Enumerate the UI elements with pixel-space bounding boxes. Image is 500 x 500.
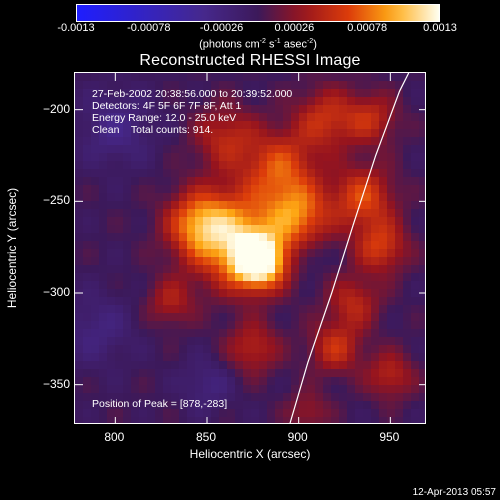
x-axis-label: Heliocentric X (arcsec)	[189, 447, 311, 461]
y-tick-label: −250	[42, 193, 70, 208]
solar-limb-line	[289, 73, 410, 423]
colorbar-tick-label: 0.00078	[347, 22, 388, 34]
x-tick-label: 800	[104, 430, 125, 444]
x-tick-label: 900	[287, 430, 308, 444]
info-total-counts: Clean Total counts: 914.	[92, 124, 214, 136]
colorbar-tick-label: 0.00026	[274, 22, 315, 34]
colorbar-tick-label: -0.00026	[199, 22, 244, 34]
y-tick-label: −350	[42, 376, 70, 391]
info-detectors: Detectors: 4F 5F 6F 7F 8F, Att 1	[92, 100, 242, 112]
colorbar-units-label: (photons cm-2 s-1 asec-2)	[199, 38, 317, 51]
timestamp: 12-Apr-2013 05:57	[412, 487, 496, 498]
x-tick-label: 850	[195, 430, 217, 444]
chart-title: Reconstructed RHESSI Image	[139, 52, 361, 69]
colorbar-tick-label: 0.0013	[423, 22, 457, 34]
y-axis-label: Heliocentric Y (arcsec)	[5, 187, 19, 309]
heatmap-cells	[75, 73, 425, 423]
colorbar	[76, 4, 440, 22]
heatmap-svg	[75, 73, 425, 423]
info-time-range: 27-Feb-2002 20:38:56.000 to 20:39:52.000	[92, 88, 293, 100]
info-energy-range: Energy Range: 12.0 - 25.0 keV	[92, 112, 237, 124]
x-tick-label: 950	[379, 430, 400, 444]
plot-area	[74, 72, 426, 424]
colorbar-tick-label: -0.00078	[127, 22, 171, 34]
peak-position-label: Position of Peak = [878,-283]	[92, 398, 228, 410]
y-tick-label: −300	[42, 285, 70, 299]
colorbar-tick-label: -0.0013	[57, 22, 95, 34]
y-tick-label: −200	[42, 101, 70, 116]
